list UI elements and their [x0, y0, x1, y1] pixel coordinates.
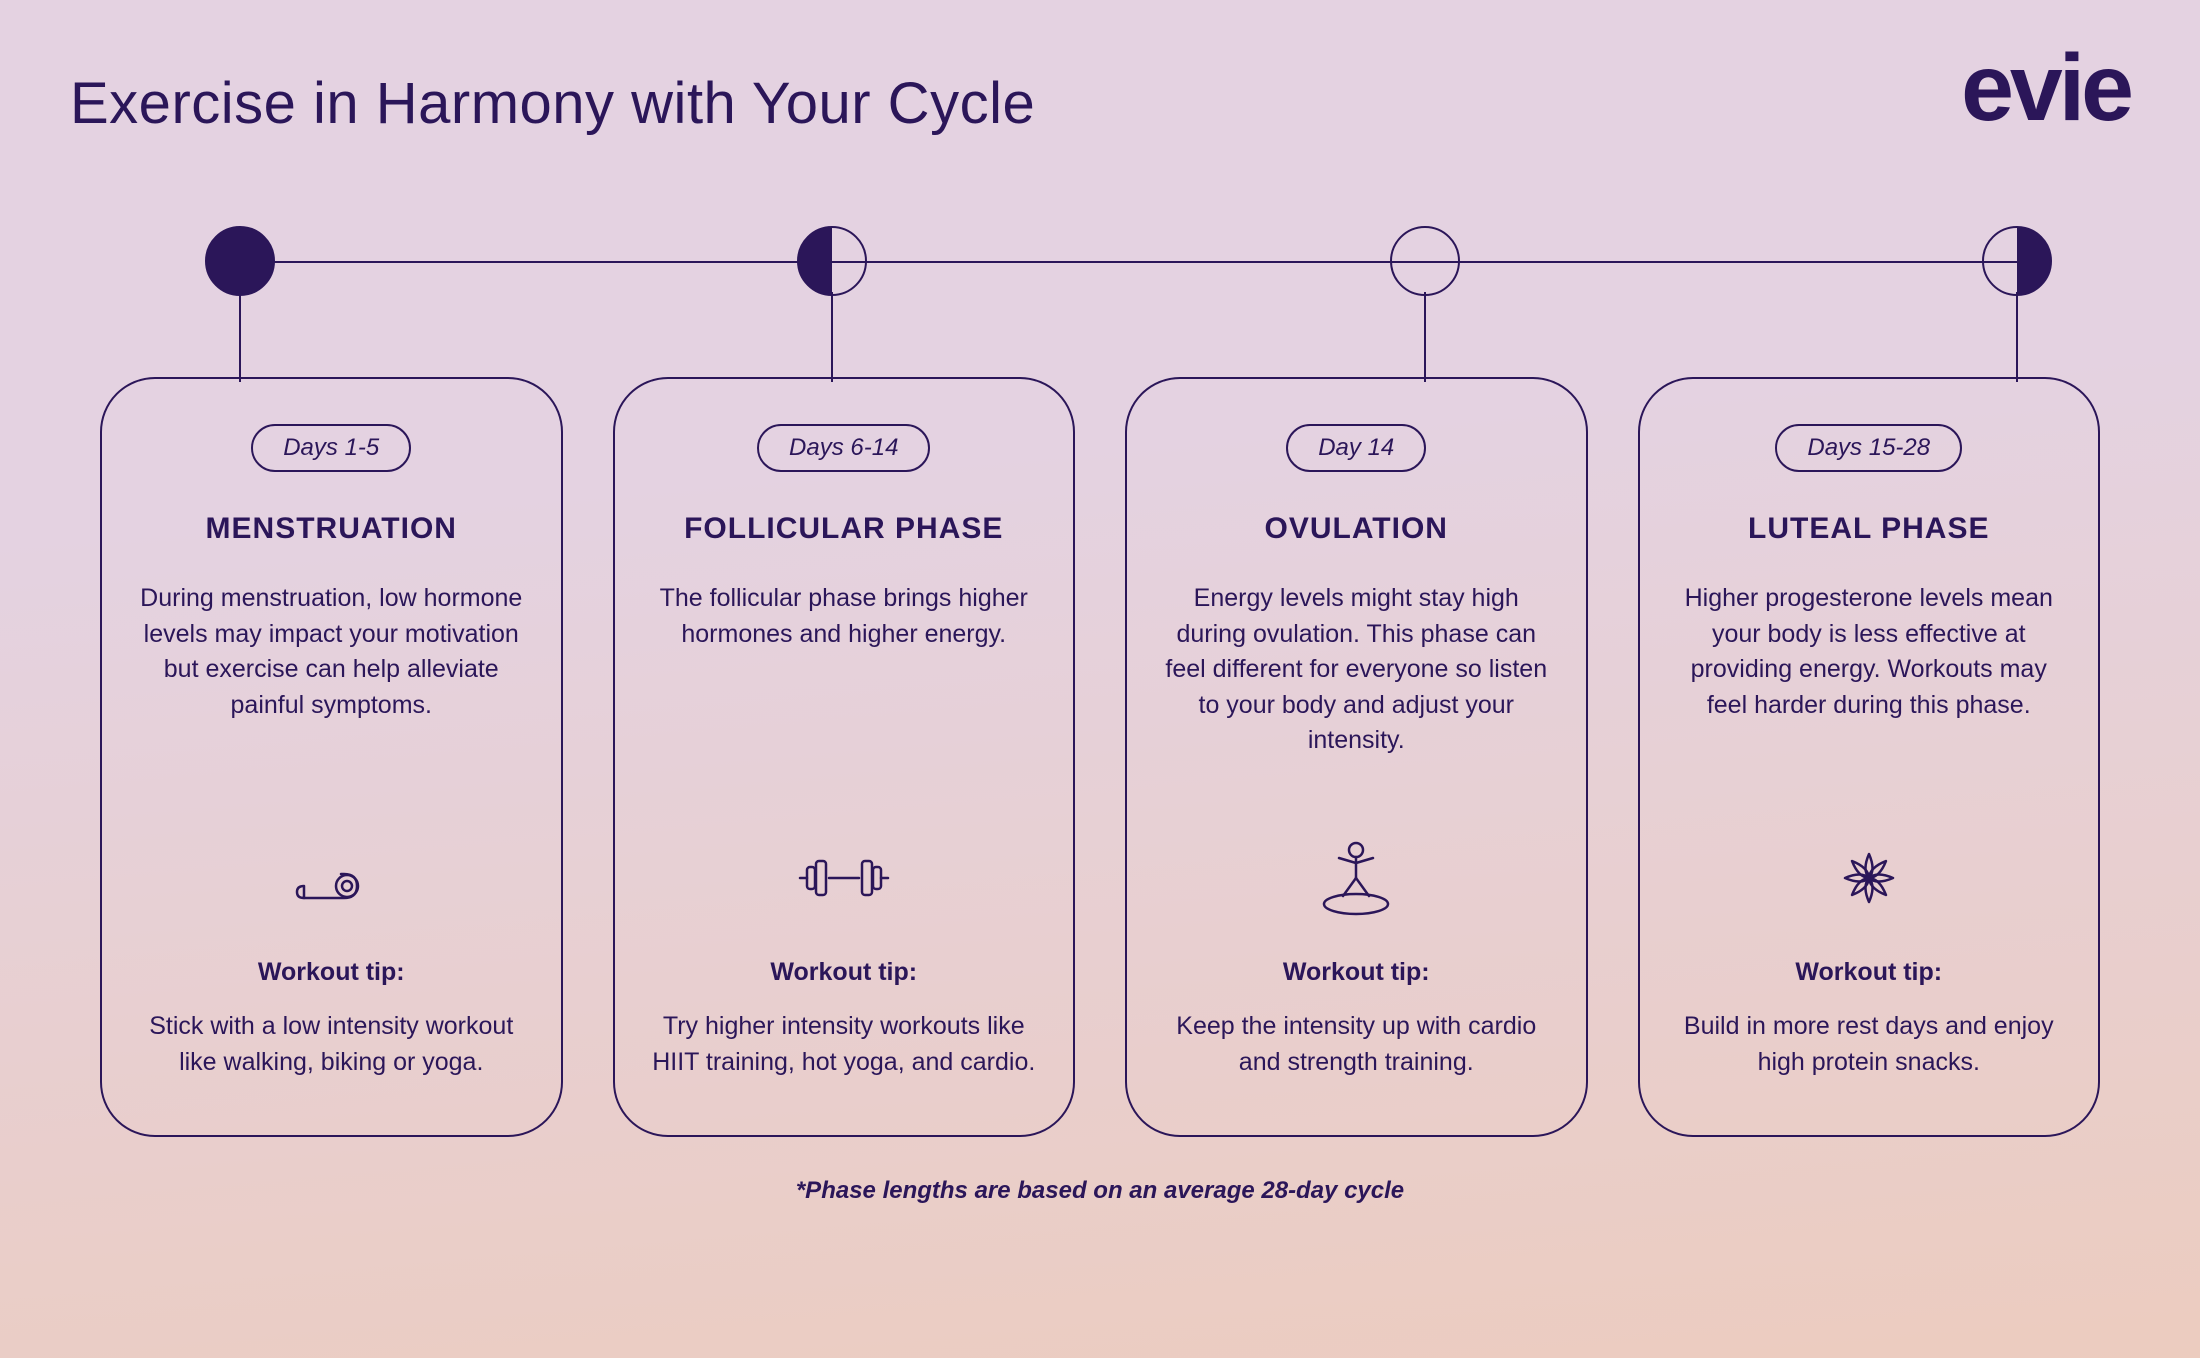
timeline-connector: [2016, 292, 2018, 382]
workout-tip-text: Stick with a low intensity workout like …: [137, 1009, 526, 1080]
page-title: Exercise in Harmony with Your Cycle: [70, 70, 1035, 137]
phase-card: Days 15-28 LUTEAL PHASE Higher progester…: [1638, 377, 2101, 1137]
workout-tip-text: Try higher intensity workouts like HIIT …: [650, 1009, 1039, 1080]
brand-logo: evie: [1961, 50, 2130, 126]
timeline: [240, 217, 2080, 307]
workout-tip-label: Workout tip:: [258, 958, 405, 987]
phase-title: MENSTRUATION: [206, 512, 457, 546]
phase-icon: [1311, 823, 1401, 933]
infographic-container: Exercise in Harmony with Your Cycle evie…: [0, 0, 2200, 1358]
workout-tip-text: Build in more rest days and enjoy high p…: [1675, 1009, 2064, 1080]
stretch-person-icon: [1311, 836, 1401, 921]
day-badge: Days 6-14: [757, 424, 930, 472]
footnote: *Phase lengths are based on an average 2…: [70, 1177, 2130, 1205]
phase-cards-row: Days 1-5 MENSTRUATION During menstruatio…: [70, 377, 2130, 1137]
day-badge: Day 14: [1286, 424, 1426, 472]
workout-tip-label: Workout tip:: [1795, 958, 1942, 987]
yoga-mat-icon: [289, 838, 374, 918]
phase-title: OVULATION: [1265, 512, 1448, 546]
timeline-connector: [239, 292, 241, 382]
workout-tip-label: Workout tip:: [1283, 958, 1430, 987]
timeline-connector: [831, 292, 833, 382]
day-badge: Days 15-28: [1775, 424, 1962, 472]
phase-icon: [289, 823, 374, 933]
workout-tip-text: Keep the intensity up with cardio and st…: [1162, 1009, 1551, 1080]
moon-phase-icon: [797, 226, 867, 296]
timeline-connector: [1424, 292, 1426, 382]
phase-description: During menstruation, low hormone levels …: [137, 581, 526, 723]
phase-icon: [794, 823, 894, 933]
phase-description: Energy levels might stay high during ovu…: [1162, 581, 1551, 759]
moon-phase-icon: [1982, 226, 2052, 296]
dumbbell-icon: [794, 843, 894, 913]
moon-phase-icon: [1390, 226, 1460, 296]
phase-icon: [1829, 823, 1909, 933]
moon-phase-icon: [205, 226, 275, 296]
phase-description: Higher progesterone levels mean your bod…: [1675, 581, 2064, 723]
phase-card: Days 6-14 FOLLICULAR PHASE The follicula…: [613, 377, 1076, 1137]
workout-tip-label: Workout tip:: [770, 958, 917, 987]
phase-card: Days 1-5 MENSTRUATION During menstruatio…: [100, 377, 563, 1137]
lotus-flower-icon: [1829, 838, 1909, 918]
day-badge: Days 1-5: [251, 424, 411, 472]
timeline-line: [240, 261, 2020, 263]
phase-description: The follicular phase brings higher hormo…: [650, 581, 1039, 652]
header-row: Exercise in Harmony with Your Cycle evie: [70, 70, 2130, 137]
phase-card: Day 14 OVULATION Energy levels might sta…: [1125, 377, 1588, 1137]
phase-title: FOLLICULAR PHASE: [684, 512, 1003, 546]
phase-title: LUTEAL PHASE: [1748, 512, 1989, 546]
